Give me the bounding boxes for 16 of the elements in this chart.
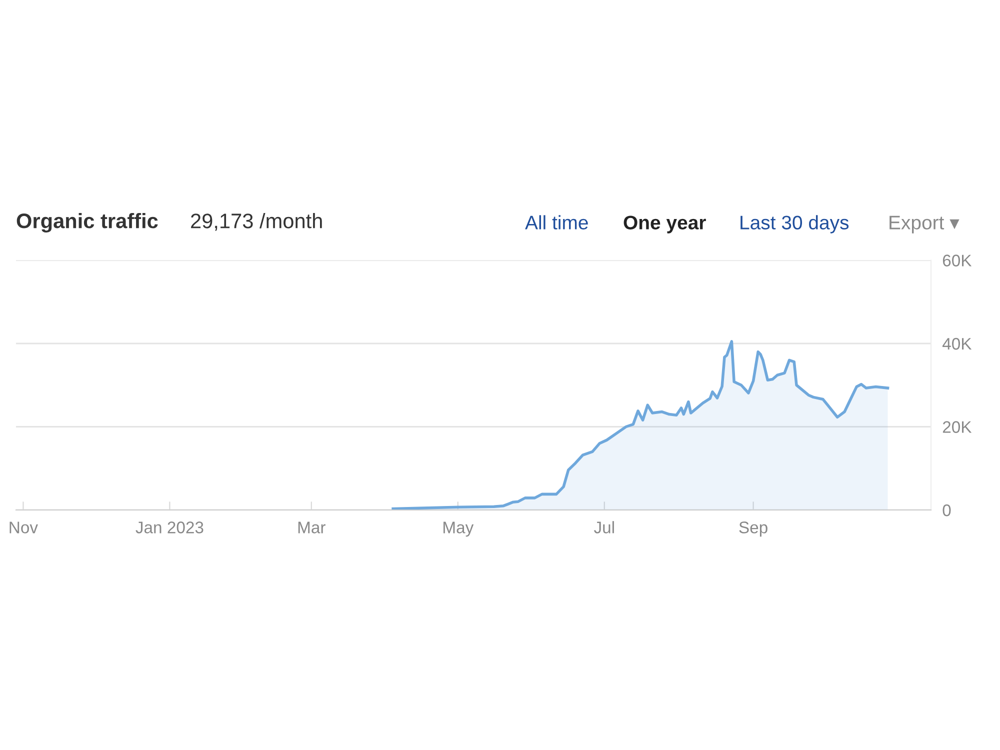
y-tick-label: 20K	[942, 421, 972, 433]
x-tick-label: Jul	[594, 521, 614, 534]
x-tick-label: Jan 2023	[136, 522, 204, 534]
x-tick-label: Nov	[10, 522, 38, 534]
chart-subtitle: 29,173 /month	[191, 213, 322, 231]
x-tick-label: May	[444, 522, 474, 537]
x-tick-label: Sep	[739, 522, 768, 537]
chart-title: Organic traffic	[16, 212, 158, 233]
y-tick-label: 40K	[942, 338, 972, 350]
text: Export ▾	[890, 216, 960, 234]
y-tick-label: 60K	[942, 254, 972, 266]
text: Last 30 days	[740, 215, 849, 234]
text: One year	[624, 216, 706, 234]
x-tick-label: Mar	[298, 522, 326, 534]
y-tick-label: 0	[942, 504, 951, 516]
text: All time	[525, 215, 588, 230]
